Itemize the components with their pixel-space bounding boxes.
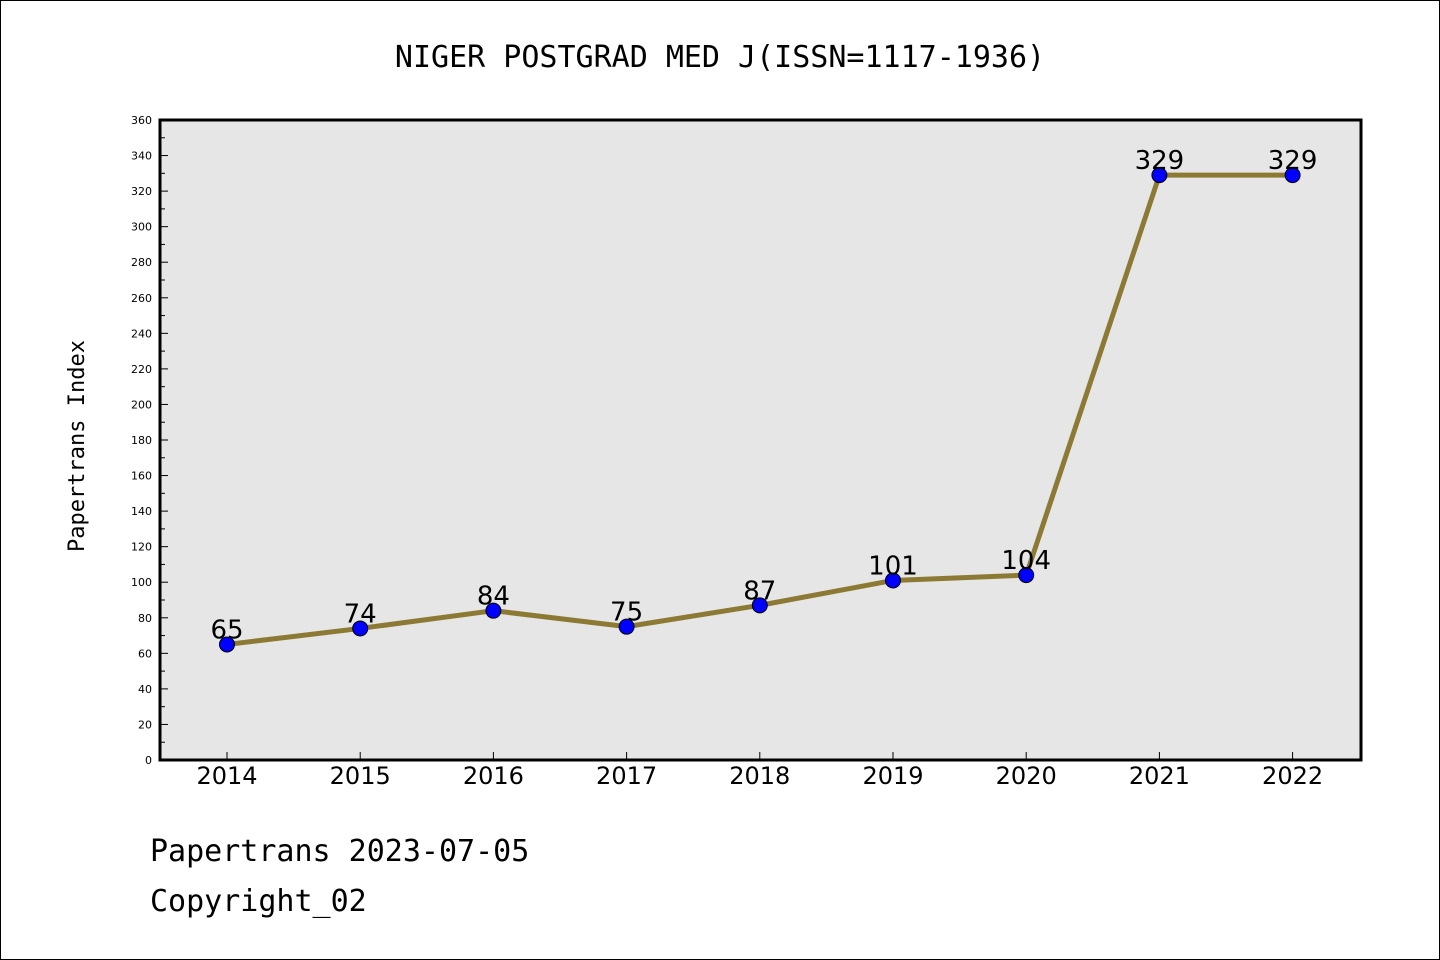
data-label: 74	[344, 599, 377, 629]
footer-date: Papertrans 2023-07-05	[150, 834, 530, 869]
y-axis-label: Papertrans Index	[65, 340, 90, 552]
series-line-segment	[357, 608, 496, 631]
data-label: 329	[1135, 146, 1185, 176]
data-label: 101	[868, 551, 918, 581]
data-label: 65	[210, 615, 243, 645]
data-labels: 65 74 84 75 87 101 104 329 329	[210, 146, 1317, 645]
x-tick-label: 2022	[1262, 762, 1323, 790]
y-tick-label: 360	[131, 114, 152, 127]
data-point	[751, 597, 768, 614]
data-point	[485, 602, 502, 619]
y-tick-label: 200	[131, 398, 152, 411]
plot-area	[160, 120, 1361, 760]
x-tick-label: 2019	[862, 762, 923, 790]
y-tick-label: 220	[131, 363, 152, 376]
x-tick-label: 2017	[596, 762, 657, 790]
x-tick-label: 2020	[996, 762, 1057, 790]
series-line-segment	[624, 602, 763, 630]
y-tick-label: 160	[131, 470, 152, 483]
x-tick-label: 2018	[729, 762, 790, 790]
y-tick-label: 240	[131, 327, 152, 340]
x-tick-label: 2021	[1129, 762, 1190, 790]
data-point	[1284, 167, 1301, 184]
series-line-segment	[1023, 172, 1162, 578]
x-tick-label: 2015	[330, 762, 391, 790]
series-line-segment	[890, 572, 1029, 583]
data-label: 329	[1268, 146, 1318, 176]
y-tick-label: 320	[131, 185, 152, 198]
y-tick-label: 40	[138, 683, 152, 696]
series-line-segment	[224, 625, 363, 647]
y-tick-label: 0	[145, 754, 152, 767]
data-markers	[219, 167, 1301, 653]
data-label: 87	[743, 576, 776, 606]
y-tick-label: 60	[138, 647, 152, 660]
plot-border	[158, 118, 1363, 762]
y-tick-label: 260	[131, 292, 152, 305]
data-label: 84	[477, 582, 510, 612]
series-line-segment	[490, 608, 630, 630]
data-point	[885, 572, 901, 589]
x-tick-label: 2014	[196, 762, 257, 790]
data-point	[219, 636, 235, 653]
series-line-segment	[757, 577, 896, 608]
y-tick-label: 300	[131, 221, 152, 234]
data-point	[352, 620, 369, 637]
chart-title: NIGER POSTGRAD MED J(ISSN=1117-1936)	[395, 40, 1045, 75]
y-tick-label: 340	[131, 150, 152, 163]
data-point	[1018, 567, 1035, 584]
y-tick-label: 140	[131, 505, 152, 518]
data-label: 75	[610, 598, 643, 628]
footer-copyright: Copyright_02	[150, 884, 367, 919]
data-label: 104	[1001, 546, 1051, 576]
y-tick-label: 120	[131, 541, 152, 554]
x-tick-label: 2016	[463, 762, 524, 790]
series-line-group	[224, 172, 1296, 647]
y-tick-label: 100	[131, 576, 152, 589]
y-tick-label: 180	[131, 434, 152, 447]
data-point	[1151, 167, 1168, 184]
data-point	[618, 618, 635, 635]
axes: 0 20 40 60 80 100 120 140 160 180 200 220 240 260 280 3…	[131, 114, 1323, 790]
y-tick-label: 20	[138, 718, 152, 731]
y-tick-label: 280	[131, 256, 152, 269]
y-tick-label: 80	[138, 612, 152, 625]
